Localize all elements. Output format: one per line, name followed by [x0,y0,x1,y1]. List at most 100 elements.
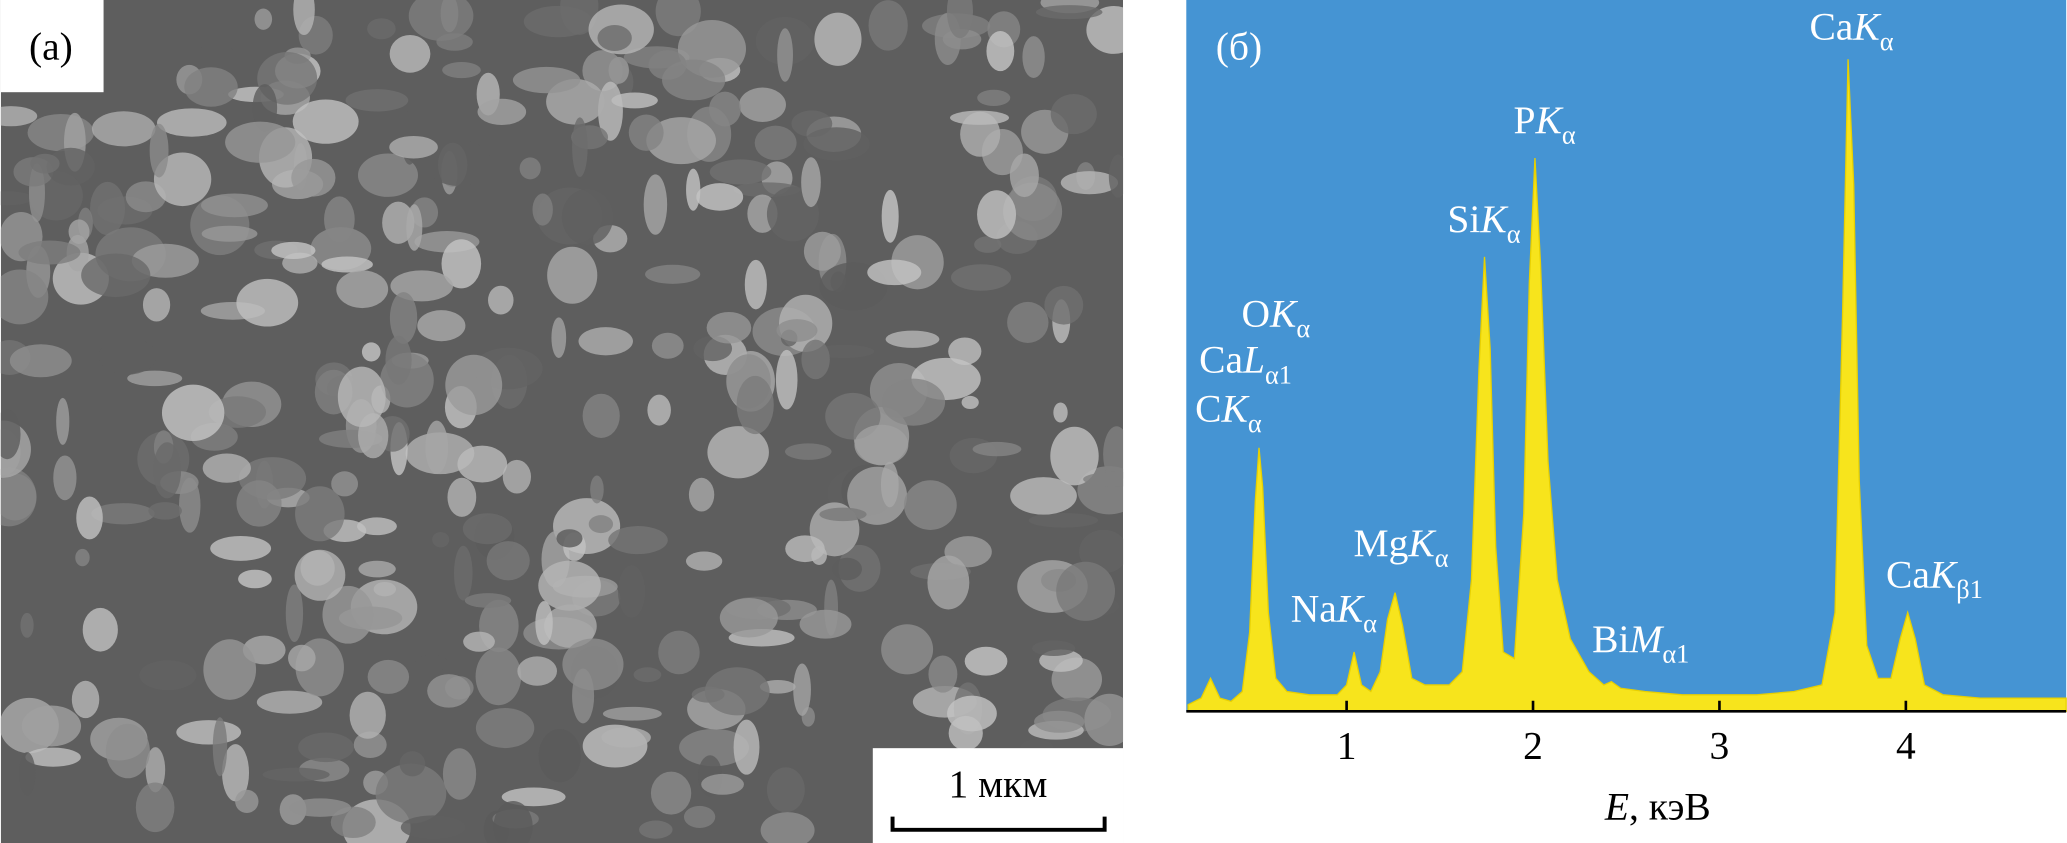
x-axis-label: E, кэВ [1604,784,1711,828]
peak-sub: α [1507,219,1521,248]
peak-label: CaLα1 [1199,338,1292,390]
grain [142,288,171,322]
peak-element: Ca [1886,552,1930,596]
grain [854,424,909,466]
grain [462,513,513,545]
grain [292,99,359,144]
grain [1028,512,1099,528]
grain [523,5,593,38]
scale-bar [890,816,1107,832]
x-label-unit: , кэВ [1629,784,1711,828]
grain [791,110,833,138]
peak-element: C [1195,387,1221,431]
grain [82,607,118,652]
grain [608,526,668,555]
peak-line: K [1852,5,1882,49]
grain [389,135,438,159]
grain [867,259,922,286]
grain [799,609,852,639]
peak-sub: α [1880,27,1894,56]
grain [964,646,1008,676]
grain [367,18,396,40]
grain [1007,301,1049,343]
grain [358,560,396,578]
grain [658,630,700,675]
grain [293,0,315,36]
grain [463,631,495,652]
grain [235,789,259,814]
grain [184,67,238,107]
grain [202,453,251,483]
grain [1108,154,1124,198]
grain [256,690,323,714]
grain [719,598,778,638]
grain [477,98,527,125]
grain [0,409,21,460]
grain [701,773,744,795]
grain [385,335,412,385]
grain [547,246,598,304]
grain [148,502,182,520]
label-box [0,0,104,93]
grain [951,264,1012,291]
peak-label: PKα [1514,98,1576,150]
peak-element: Ca [1809,5,1853,49]
grain [20,612,34,638]
grain [139,660,197,691]
grain [686,168,701,211]
grain [881,189,899,243]
grain [201,193,268,218]
grain [0,473,37,521]
grain [9,344,72,378]
grain [389,292,418,344]
grain [776,319,818,342]
grain [361,342,381,362]
grain [562,638,624,691]
grain [442,748,477,800]
grain [602,706,662,721]
grain [819,507,867,522]
grain [1084,693,1124,746]
grain [125,181,166,213]
peak-label: BiMα1 [1592,617,1689,669]
grain [777,28,793,82]
grain [414,654,449,672]
grain [868,0,908,51]
grain [291,158,336,197]
grain [814,12,862,66]
grain [486,541,530,581]
grain [948,337,982,366]
grain [331,471,359,497]
grain [399,751,426,777]
grain [679,728,750,767]
x-tick-label: 4 [1896,724,1916,768]
grain [538,729,581,783]
grain [811,546,827,565]
grain [426,139,492,187]
peak-sub: α [1363,609,1377,638]
grain [25,747,81,767]
peak-label: CaKα [1809,5,1893,57]
grain [493,800,533,843]
grain [704,667,770,716]
grain [1044,285,1084,325]
grain [502,459,532,494]
grain [946,0,973,39]
grain [696,183,744,211]
grain [556,529,583,548]
peak-label: CKα [1195,387,1262,439]
grain [501,787,566,807]
grain [425,420,449,474]
grain [145,747,166,793]
grain [356,517,397,536]
x-tick-label: 1 [1337,724,1357,768]
grain [252,84,278,132]
grain [447,477,477,517]
grain [617,565,646,618]
grain [881,624,934,675]
grain [75,548,90,567]
grain [572,117,588,178]
grain [535,601,553,646]
grain [601,727,651,748]
grain [406,204,423,251]
